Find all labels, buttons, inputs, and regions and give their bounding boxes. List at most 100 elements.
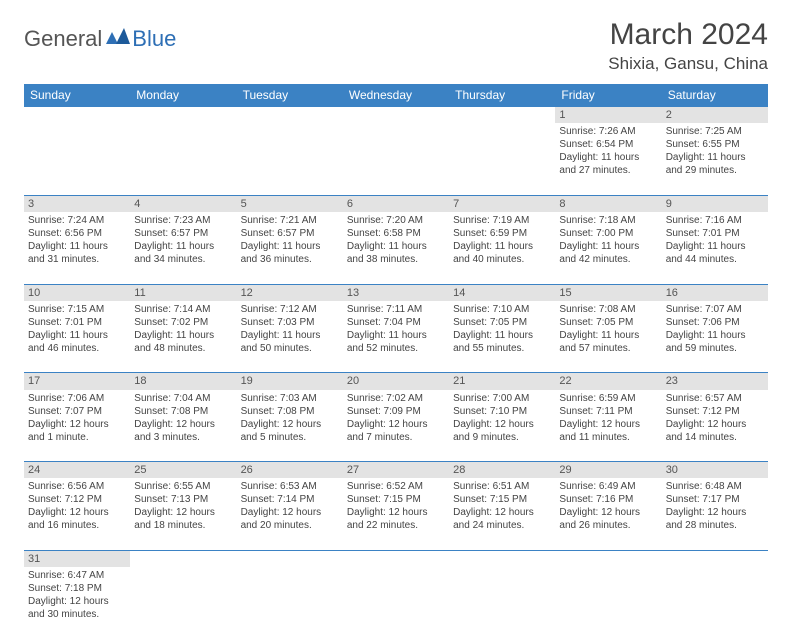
day-number-row: 24252627282930 bbox=[24, 462, 768, 479]
header: General Blue March 2024 Shixia, Gansu, C… bbox=[24, 18, 768, 74]
title-block: March 2024 Shixia, Gansu, China bbox=[608, 18, 768, 74]
sunset-text: Sunset: 7:18 PM bbox=[28, 582, 126, 595]
day-cell: Sunrise: 7:12 AMSunset: 7:03 PMDaylight:… bbox=[237, 301, 343, 373]
daylight-text: Daylight: 11 hours bbox=[666, 240, 764, 253]
day-cell: Sunrise: 6:48 AMSunset: 7:17 PMDaylight:… bbox=[662, 478, 768, 550]
day-number bbox=[130, 550, 236, 567]
sunrise-text: Sunrise: 7:12 AM bbox=[241, 303, 339, 316]
sunset-text: Sunset: 7:11 PM bbox=[559, 405, 657, 418]
flag-icon bbox=[106, 28, 130, 44]
day-cell: Sunrise: 7:19 AMSunset: 6:59 PMDaylight:… bbox=[449, 212, 555, 284]
day-cell: Sunrise: 7:00 AMSunset: 7:10 PMDaylight:… bbox=[449, 390, 555, 462]
sunrise-text: Sunrise: 6:48 AM bbox=[666, 480, 764, 493]
calendar-table: Sunday Monday Tuesday Wednesday Thursday… bbox=[24, 84, 768, 639]
daylight-text: and 14 minutes. bbox=[666, 431, 764, 444]
daylight-text: and 46 minutes. bbox=[28, 342, 126, 355]
day-number: 25 bbox=[130, 462, 236, 479]
logo-text-general: General bbox=[24, 26, 102, 52]
day-cell: Sunrise: 7:21 AMSunset: 6:57 PMDaylight:… bbox=[237, 212, 343, 284]
weekday-header: Wednesday bbox=[343, 84, 449, 107]
sunset-text: Sunset: 6:59 PM bbox=[453, 227, 551, 240]
day-cell: Sunrise: 7:15 AMSunset: 7:01 PMDaylight:… bbox=[24, 301, 130, 373]
day-number bbox=[237, 107, 343, 124]
daylight-text: and 9 minutes. bbox=[453, 431, 551, 444]
day-number: 13 bbox=[343, 284, 449, 301]
sunset-text: Sunset: 7:08 PM bbox=[134, 405, 232, 418]
day-number-row: 3456789 bbox=[24, 195, 768, 212]
day-cell: Sunrise: 7:10 AMSunset: 7:05 PMDaylight:… bbox=[449, 301, 555, 373]
day-cell: Sunrise: 6:49 AMSunset: 7:16 PMDaylight:… bbox=[555, 478, 661, 550]
daylight-text: Daylight: 11 hours bbox=[347, 329, 445, 342]
sunset-text: Sunset: 7:12 PM bbox=[666, 405, 764, 418]
weekday-header: Sunday bbox=[24, 84, 130, 107]
day-cell: Sunrise: 7:06 AMSunset: 7:07 PMDaylight:… bbox=[24, 390, 130, 462]
daylight-text: and 57 minutes. bbox=[559, 342, 657, 355]
day-cell bbox=[24, 123, 130, 195]
daylight-text: and 18 minutes. bbox=[134, 519, 232, 532]
daylight-text: Daylight: 11 hours bbox=[28, 329, 126, 342]
day-number: 24 bbox=[24, 462, 130, 479]
day-cell: Sunrise: 6:57 AMSunset: 7:12 PMDaylight:… bbox=[662, 390, 768, 462]
logo: General Blue bbox=[24, 26, 176, 52]
daylight-text: Daylight: 11 hours bbox=[134, 240, 232, 253]
sunrise-text: Sunrise: 6:49 AM bbox=[559, 480, 657, 493]
day-cell bbox=[449, 123, 555, 195]
daylight-text: and 27 minutes. bbox=[559, 164, 657, 177]
day-number: 26 bbox=[237, 462, 343, 479]
daylight-text: and 50 minutes. bbox=[241, 342, 339, 355]
sunrise-text: Sunrise: 7:20 AM bbox=[347, 214, 445, 227]
day-number: 10 bbox=[24, 284, 130, 301]
day-cell: Sunrise: 7:18 AMSunset: 7:00 PMDaylight:… bbox=[555, 212, 661, 284]
day-cell: Sunrise: 7:26 AMSunset: 6:54 PMDaylight:… bbox=[555, 123, 661, 195]
day-cell bbox=[555, 567, 661, 639]
daylight-text: and 1 minute. bbox=[28, 431, 126, 444]
day-cell: Sunrise: 7:14 AMSunset: 7:02 PMDaylight:… bbox=[130, 301, 236, 373]
sunset-text: Sunset: 7:17 PM bbox=[666, 493, 764, 506]
day-number bbox=[662, 550, 768, 567]
day-cell: Sunrise: 7:16 AMSunset: 7:01 PMDaylight:… bbox=[662, 212, 768, 284]
daylight-text: and 20 minutes. bbox=[241, 519, 339, 532]
day-cell: Sunrise: 7:03 AMSunset: 7:08 PMDaylight:… bbox=[237, 390, 343, 462]
day-number bbox=[555, 550, 661, 567]
daylight-text: Daylight: 12 hours bbox=[28, 506, 126, 519]
sunset-text: Sunset: 7:12 PM bbox=[28, 493, 126, 506]
sunrise-text: Sunrise: 6:56 AM bbox=[28, 480, 126, 493]
sunset-text: Sunset: 7:09 PM bbox=[347, 405, 445, 418]
daylight-text: Daylight: 11 hours bbox=[28, 240, 126, 253]
day-cell bbox=[237, 123, 343, 195]
day-number bbox=[343, 107, 449, 124]
daylight-text: and 30 minutes. bbox=[28, 608, 126, 621]
day-number bbox=[343, 550, 449, 567]
day-number: 30 bbox=[662, 462, 768, 479]
sunrise-text: Sunrise: 6:59 AM bbox=[559, 392, 657, 405]
day-number bbox=[130, 107, 236, 124]
day-cell: Sunrise: 6:59 AMSunset: 7:11 PMDaylight:… bbox=[555, 390, 661, 462]
day-number: 17 bbox=[24, 373, 130, 390]
day-number-row: 17181920212223 bbox=[24, 373, 768, 390]
daylight-text: Daylight: 12 hours bbox=[666, 418, 764, 431]
day-number: 2 bbox=[662, 107, 768, 124]
daylight-text: Daylight: 12 hours bbox=[28, 418, 126, 431]
day-number: 27 bbox=[343, 462, 449, 479]
sunset-text: Sunset: 7:01 PM bbox=[666, 227, 764, 240]
day-number: 6 bbox=[343, 195, 449, 212]
sunrise-text: Sunrise: 7:18 AM bbox=[559, 214, 657, 227]
daylight-text: Daylight: 11 hours bbox=[666, 329, 764, 342]
sunrise-text: Sunrise: 7:19 AM bbox=[453, 214, 551, 227]
sunset-text: Sunset: 7:16 PM bbox=[559, 493, 657, 506]
day-cell: Sunrise: 6:51 AMSunset: 7:15 PMDaylight:… bbox=[449, 478, 555, 550]
daylight-text: and 28 minutes. bbox=[666, 519, 764, 532]
sunset-text: Sunset: 7:00 PM bbox=[559, 227, 657, 240]
day-detail-row: Sunrise: 6:47 AMSunset: 7:18 PMDaylight:… bbox=[24, 567, 768, 639]
daylight-text: and 38 minutes. bbox=[347, 253, 445, 266]
day-number: 21 bbox=[449, 373, 555, 390]
day-number: 7 bbox=[449, 195, 555, 212]
day-number: 5 bbox=[237, 195, 343, 212]
day-cell bbox=[130, 567, 236, 639]
day-cell: Sunrise: 7:25 AMSunset: 6:55 PMDaylight:… bbox=[662, 123, 768, 195]
day-number: 15 bbox=[555, 284, 661, 301]
sunset-text: Sunset: 7:06 PM bbox=[666, 316, 764, 329]
daylight-text: Daylight: 11 hours bbox=[453, 240, 551, 253]
sunrise-text: Sunrise: 7:00 AM bbox=[453, 392, 551, 405]
day-cell: Sunrise: 7:11 AMSunset: 7:04 PMDaylight:… bbox=[343, 301, 449, 373]
